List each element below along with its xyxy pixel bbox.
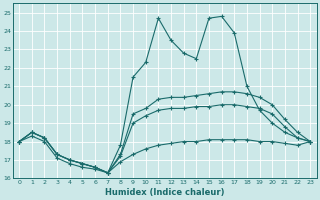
X-axis label: Humidex (Indice chaleur): Humidex (Indice chaleur) <box>105 188 224 197</box>
